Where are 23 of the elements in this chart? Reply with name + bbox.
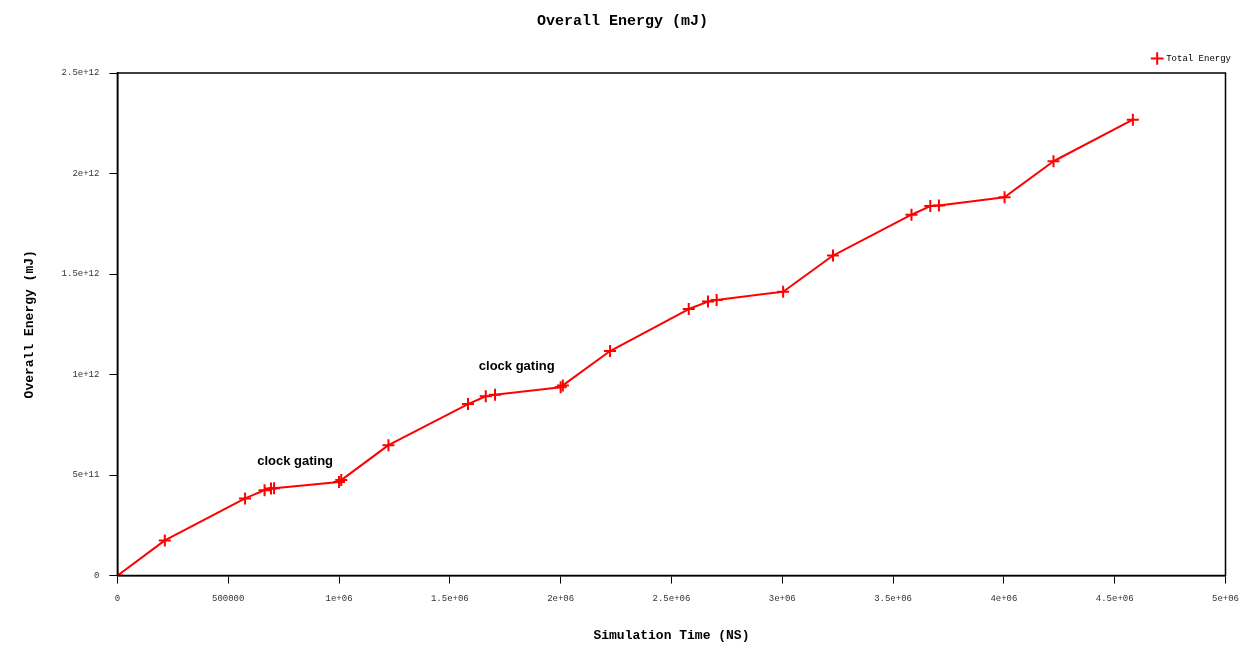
x-axis-title: Simulation Time (NS)	[593, 628, 750, 644]
x-tick-label: 4e+06	[990, 594, 1018, 605]
y-tick-label: 2.5e+12	[61, 68, 100, 79]
x-tick-label: 5e+06	[1211, 594, 1240, 605]
y-tick-label: 5e+11	[72, 470, 100, 481]
x-tick-label: 3.5e+06	[874, 594, 912, 605]
y-axis-title: Overall Energy (mJ)	[22, 250, 38, 399]
x-tick-label: 2e+06	[547, 594, 575, 605]
x-tick-label: 1e+06	[325, 594, 353, 605]
legend-label: Total Energy	[1166, 53, 1232, 64]
y-tick-label: 0	[94, 570, 100, 581]
y-tick-label: 2e+12	[72, 168, 100, 179]
annotation: clock gating	[478, 358, 555, 374]
x-tick-label: 1.5e+06	[430, 594, 469, 605]
x-tick-label: 500000	[212, 594, 245, 605]
y-tick-label: 1.5e+12	[61, 269, 100, 280]
x-tick-label: 4.5e+06	[1095, 594, 1134, 605]
x-tick-label: 0	[114, 594, 121, 605]
x-tick-label: 2.5e+06	[652, 594, 691, 605]
y-tick-label: 1e+12	[72, 369, 100, 380]
annotation: clock gating	[257, 453, 334, 469]
chart-title: Overall Energy (mJ)	[536, 12, 709, 30]
x-tick-label: 3e+06	[768, 594, 796, 605]
